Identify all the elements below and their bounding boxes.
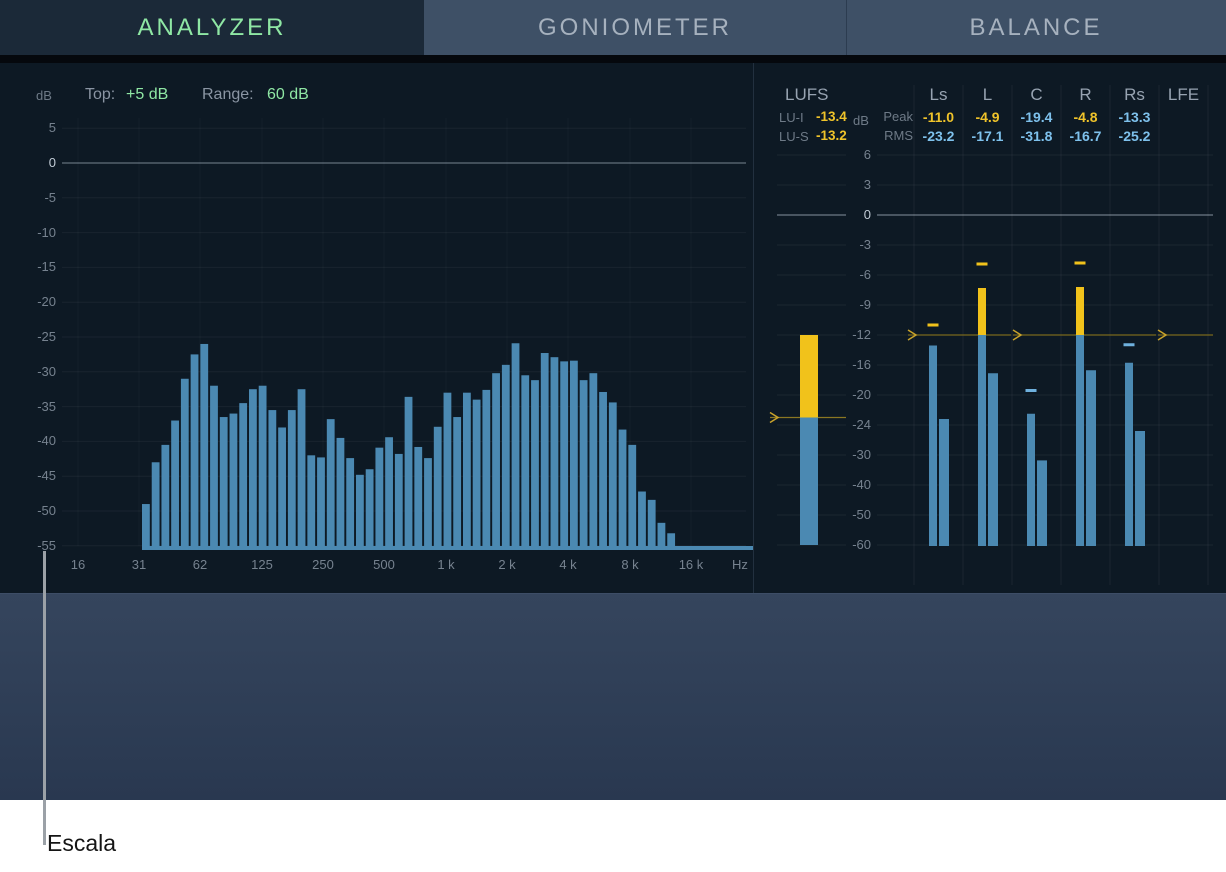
freq-label-16k: 16 k <box>678 557 704 572</box>
freq-label-16: 16 <box>70 557 86 572</box>
meter-scale-label-0: 0 <box>863 207 871 222</box>
lufs-short-value: -13.2 <box>816 128 847 143</box>
meter-scale-label--12: -12 <box>852 327 871 342</box>
escala-label: Escala <box>47 830 117 856</box>
peak-value-R: -4.8 <box>1073 109 1098 125</box>
peak-value-Ls: -11.0 <box>922 109 955 125</box>
freq-label-2k: 2 k <box>498 557 516 572</box>
spectrum-scale-label--45: -45 <box>37 468 56 484</box>
rms-value-Rs: -25.2 <box>1118 128 1151 144</box>
peak-value-C: -19.4 <box>1020 109 1053 125</box>
channel-header-Ls: Ls <box>929 85 948 104</box>
spectrum-scale-label--55: -55 <box>37 537 56 553</box>
meter-scale-label-3: 3 <box>863 177 871 192</box>
tab-analyzer-label: ANALYZER <box>137 13 287 41</box>
rms-value-R: -16.7 <box>1069 128 1102 144</box>
channel-header-Rs: Rs <box>1124 85 1145 104</box>
meter-rms-row-label: RMS <box>884 128 913 143</box>
lufs-header: LUFS <box>785 85 829 104</box>
spectrum-scale-label--20: -20 <box>37 294 56 310</box>
spectrum-range-label: Range: <box>202 86 254 103</box>
meter-peak-row-label: Peak <box>883 109 913 124</box>
reference-line-minus12 <box>907 329 1213 341</box>
spectrum-scale-label-0: 0 <box>48 155 56 170</box>
rms-value-Ls: -23.2 <box>922 128 955 144</box>
meter-scale-label-6: 6 <box>863 147 871 162</box>
tab-balance-label: BALANCE <box>969 13 1103 41</box>
spectrum-scale-label--15: -15 <box>37 259 56 275</box>
tab-divider <box>846 0 847 55</box>
freq-label-500: 500 <box>373 557 395 572</box>
freq-label-31: 31 <box>131 557 147 572</box>
spectrum-scale-label--10: -10 <box>37 224 56 240</box>
tab-bar: ANALYZER GONIOMETER BALANCE <box>0 0 1226 55</box>
freq-label-8k: 8 k <box>621 557 639 572</box>
channel-header-LFE: LFE <box>1167 85 1200 104</box>
meter-db-unit: dB <box>853 113 869 128</box>
meter-scale-label--3: -3 <box>859 237 871 252</box>
lufs-integrated-value: -13.4 <box>816 109 847 124</box>
spectrum-scale-label--50: -50 <box>37 503 56 518</box>
rms-value-L: -17.1 <box>971 128 1004 144</box>
freq-label-250: 250 <box>312 557 334 572</box>
spectrum-scale-label--40: -40 <box>37 433 56 449</box>
lufs-meter-bar <box>800 335 818 545</box>
lufs-integrated-label: LU-I <box>779 110 804 125</box>
spectrum-top-value[interactable]: +5 dB <box>126 86 169 103</box>
spectrum-scale-label--30: -30 <box>37 363 56 379</box>
meter-scale-label--30: -30 <box>852 447 871 462</box>
meter-scale-label--24: -24 <box>852 417 871 432</box>
freq-label-4k: 4 k <box>559 557 577 572</box>
meter-scale-label--9: -9 <box>859 297 871 312</box>
meter-scale-label--20: -20 <box>852 387 871 402</box>
peak-value-L: -4.9 <box>975 109 1000 125</box>
rms-value-C: -31.8 <box>1020 128 1053 144</box>
peak-value-Rs: -13.3 <box>1118 109 1151 125</box>
spectrum-db-unit: dB <box>36 88 52 103</box>
display-graphics <box>62 85 1213 585</box>
meter-scale-label--16: -16 <box>852 357 871 372</box>
meter-scale-label--6: -6 <box>859 267 871 282</box>
channel-header-R: R <box>1079 85 1092 104</box>
meter-scale-label--50: -50 <box>852 507 871 522</box>
spectrum-bars <box>142 343 753 550</box>
channel-header-L: L <box>982 85 993 104</box>
meter-scale-label--40: -40 <box>852 477 871 492</box>
tab-balance[interactable]: BALANCE <box>846 0 1226 55</box>
channel-meter-bars <box>927 261 1145 546</box>
freq-label-1k: 1 k <box>437 557 455 572</box>
meter-scale-label--60: -60 <box>852 537 871 552</box>
control-bar: Detection SumMax LsLCRRsLFE Mode RMS Slo… <box>0 593 1226 800</box>
freq-unit-hz: Hz <box>732 557 748 572</box>
tab-goniometer[interactable]: GONIOMETER <box>424 0 846 55</box>
spectrum-scale-label--35: -35 <box>37 398 56 414</box>
escala-callout-line <box>43 551 46 845</box>
spectrum-range-value[interactable]: 60 dB <box>267 86 309 103</box>
spectrum-meter-divider <box>753 63 754 593</box>
spectrum-top-label: Top: <box>85 86 116 103</box>
channel-header-C: C <box>1030 85 1043 104</box>
tab-bar-bottom-strip <box>0 55 1226 63</box>
spectrum-scale-label--5: -5 <box>44 189 56 205</box>
spectrum-scale-label-5: 5 <box>48 120 56 136</box>
tab-goniometer-label: GONIOMETER <box>537 13 732 41</box>
lufs-short-label: LU-S <box>779 129 809 144</box>
tab-analyzer[interactable]: ANALYZER <box>0 0 424 55</box>
freq-label-62: 62 <box>192 557 208 572</box>
spectrum-scale-label--25: -25 <box>37 329 56 344</box>
freq-label-125: 125 <box>251 557 273 572</box>
